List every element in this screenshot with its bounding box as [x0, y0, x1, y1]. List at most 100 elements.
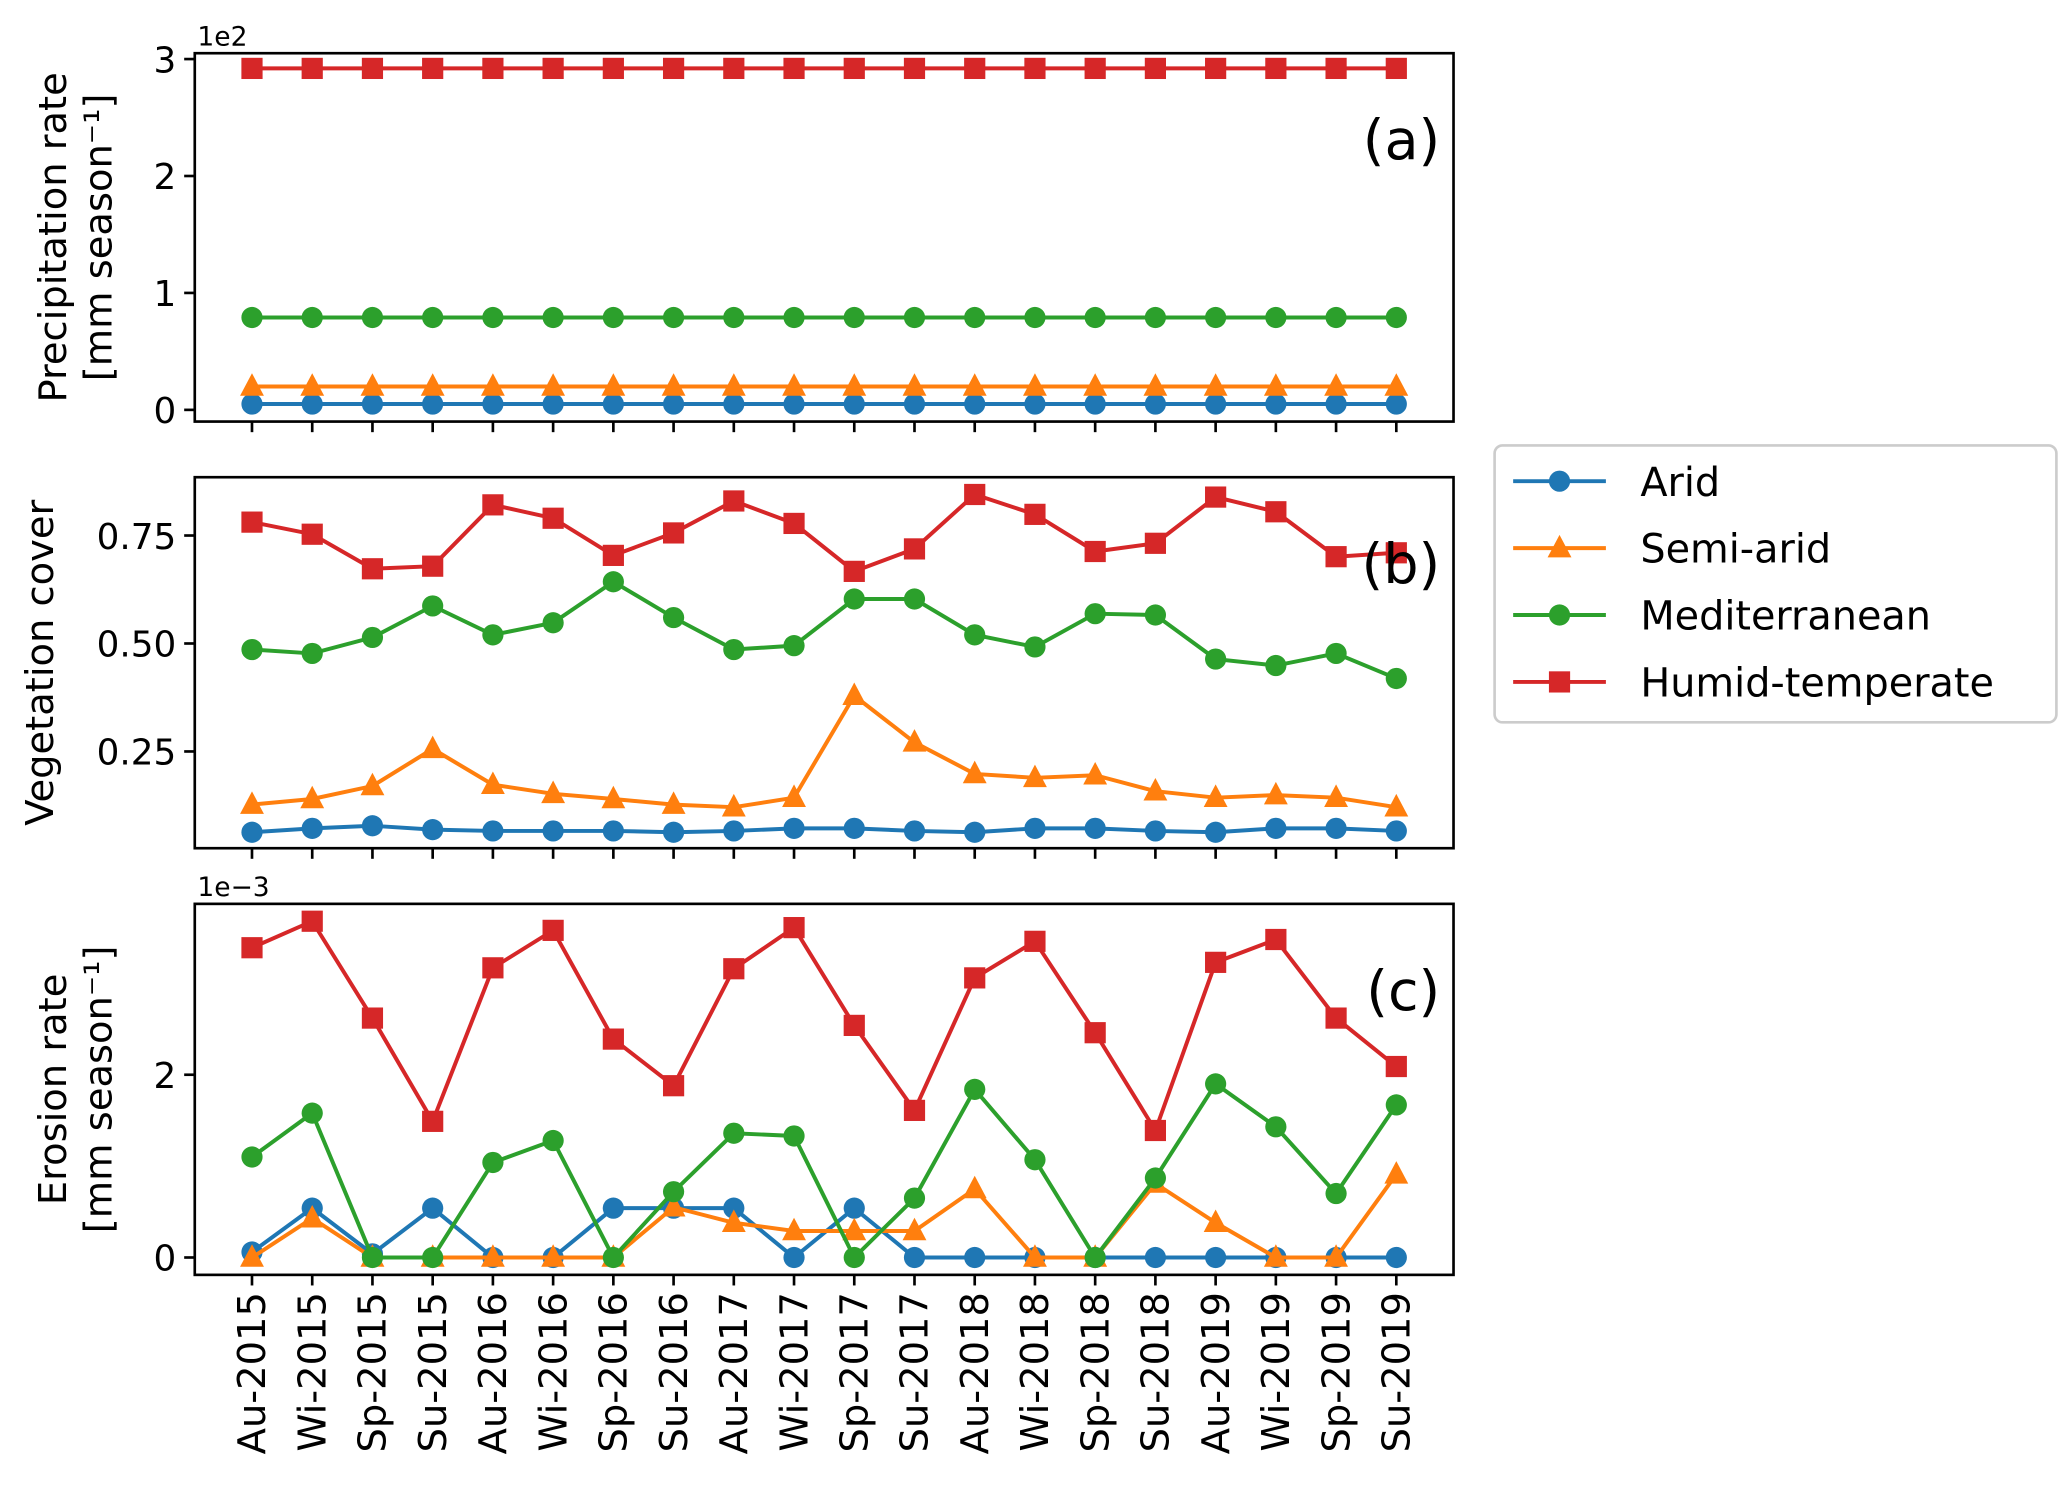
data-point — [723, 1122, 745, 1144]
data-point — [1205, 393, 1227, 415]
panel-label: (c) — [1366, 959, 1440, 1024]
data-point — [964, 1078, 986, 1100]
data-point — [542, 820, 564, 842]
x-tick-label: Au-2019 — [1194, 1292, 1239, 1454]
data-point — [1263, 373, 1288, 396]
series-semi-arid — [240, 682, 1409, 817]
data-point — [1144, 393, 1166, 415]
data-point — [964, 821, 986, 843]
data-point — [601, 785, 626, 809]
data-point — [241, 937, 263, 959]
data-point — [542, 507, 564, 529]
data-point — [241, 57, 263, 80]
panel-b: 0.25 0.50 0.75 (b) Vegetation cover — [18, 475, 1455, 859]
data-point — [783, 306, 805, 329]
legend-marker — [1548, 671, 1571, 693]
data-point — [420, 373, 445, 396]
data-point — [964, 967, 986, 989]
data-point — [1144, 532, 1166, 554]
data-point — [360, 373, 385, 396]
data-point — [240, 373, 264, 396]
x-tick-label: Sp-2019 — [1314, 1292, 1359, 1452]
data-point — [903, 393, 926, 415]
data-point — [1385, 306, 1407, 329]
data-point — [422, 306, 444, 329]
legend-label: Arid — [1640, 460, 1720, 506]
data-point — [964, 483, 986, 506]
data-point — [301, 306, 323, 329]
data-point — [662, 393, 685, 415]
data-point — [1083, 373, 1108, 396]
data-point — [1144, 820, 1166, 842]
data-point — [1143, 777, 1168, 801]
series-arid — [241, 393, 1407, 415]
data-point — [301, 57, 323, 80]
data-point — [843, 1246, 865, 1269]
data-point — [1205, 57, 1227, 80]
data-point — [902, 729, 927, 752]
y-axis-label: Precipitation rate — [31, 72, 76, 402]
data-point — [1384, 373, 1409, 396]
data-point — [602, 393, 624, 415]
data-point — [1385, 1094, 1407, 1116]
y-tick-label: 1 — [153, 274, 176, 315]
data-point — [843, 393, 865, 415]
data-point — [1024, 930, 1046, 952]
axes-frame — [193, 902, 1455, 1277]
data-point — [241, 638, 263, 661]
data-point — [964, 306, 986, 329]
data-point — [723, 958, 745, 980]
data-point — [1385, 1246, 1407, 1269]
series-line — [250, 1081, 1398, 1262]
data-point — [1024, 817, 1046, 839]
data-point — [422, 595, 444, 617]
legend-entry: Semi-arid — [1513, 527, 1831, 573]
data-point — [482, 306, 504, 329]
data-point — [301, 910, 323, 932]
data-point — [1385, 820, 1407, 842]
series-humid-temperate — [241, 483, 1407, 582]
data-point — [1143, 373, 1168, 396]
data-point — [1203, 784, 1228, 807]
data-point — [1265, 501, 1287, 523]
data-point — [1144, 1167, 1166, 1189]
y-tick-label: 0 — [153, 1239, 176, 1280]
legend-entry: Arid — [1513, 460, 1720, 506]
data-point — [723, 638, 745, 661]
data-point — [1325, 817, 1347, 839]
data-point — [1385, 667, 1407, 690]
data-point — [1024, 503, 1046, 525]
data-point — [361, 1246, 384, 1269]
data-point — [602, 820, 624, 842]
series-line — [251, 692, 1397, 810]
data-point — [602, 571, 624, 593]
data-point — [662, 606, 685, 629]
data-point — [602, 1197, 624, 1219]
data-point — [1084, 393, 1106, 415]
series-arid — [241, 815, 1407, 843]
data-point — [361, 393, 384, 415]
data-point — [241, 1146, 263, 1168]
legend-entry: Mediterranean — [1513, 594, 1931, 640]
data-point — [1324, 784, 1349, 807]
data-point — [1263, 781, 1288, 805]
data-point — [1325, 306, 1347, 329]
data-point — [542, 1129, 564, 1152]
y-axis-label: Erosion rate — [31, 974, 76, 1205]
y-tick-label: 0.75 — [97, 517, 177, 558]
data-point — [1144, 1119, 1166, 1142]
data-point — [903, 588, 926, 610]
data-point — [964, 393, 986, 415]
data-point — [422, 819, 444, 841]
legend-box — [1493, 444, 2058, 724]
data-point — [1385, 1055, 1407, 1078]
data-point — [480, 771, 505, 794]
x-tick-label: Sp-2016 — [592, 1292, 637, 1452]
data-point — [1205, 306, 1227, 329]
data-point — [1205, 648, 1227, 670]
panel-a: 0 1 2 3 1e2 (a) Precipitation rate [mm season⁻¹… — [31, 21, 1455, 433]
data-point — [723, 393, 745, 415]
series-line — [251, 918, 1398, 1136]
data-point — [903, 538, 926, 560]
data-point — [301, 817, 323, 839]
